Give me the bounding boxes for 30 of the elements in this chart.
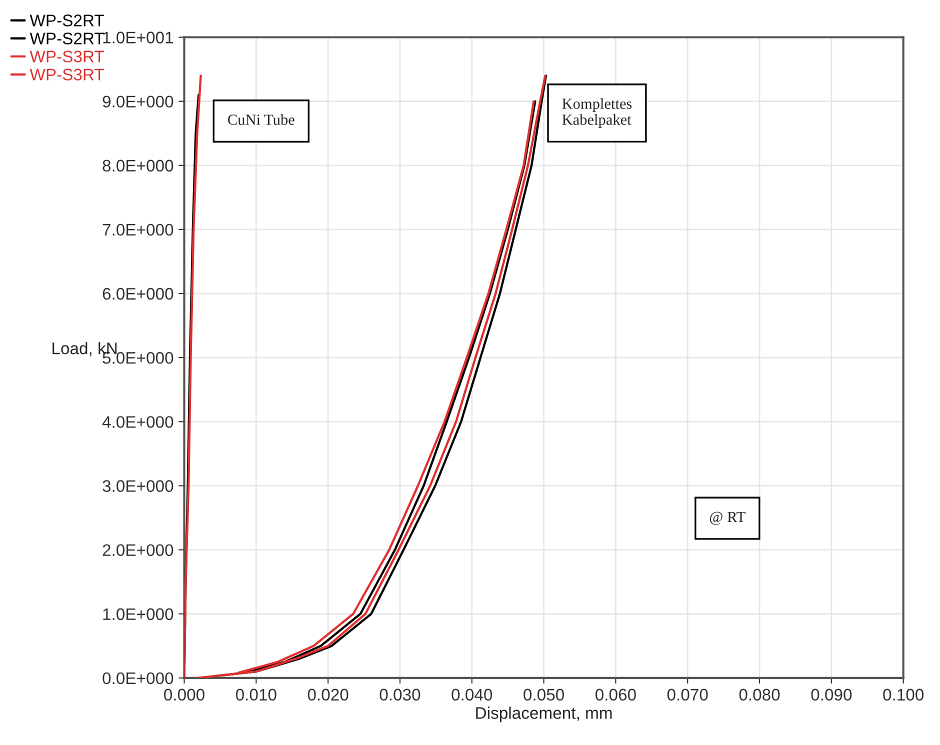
annotation: @ RT bbox=[710, 512, 746, 525]
legend-label: WP-S2RT bbox=[30, 32, 104, 44]
y-tick-label: 1.0E+001 bbox=[103, 32, 174, 44]
y-tick-label: 5.0E+000 bbox=[102, 352, 174, 364]
x-tick-label: 0.020 bbox=[308, 688, 348, 701]
x-tick-label: 0.060 bbox=[596, 688, 636, 701]
y-tick-label: 2.0E+000 bbox=[102, 544, 174, 556]
y-tick-label: 0.0E+000 bbox=[102, 672, 174, 684]
legend-label: WP-S2RT bbox=[30, 14, 104, 26]
legend-label: WP-S3RT bbox=[30, 50, 104, 62]
x-tick-label: 0.040 bbox=[452, 688, 492, 701]
x-tick-label: 0.010 bbox=[236, 688, 276, 701]
y-tick-label: 3.0E+000 bbox=[102, 480, 174, 492]
annotation: CuNi Tube bbox=[228, 114, 294, 125]
x-axis-title: Displacement, mm bbox=[476, 706, 612, 722]
y-tick-label: 8.0E+000 bbox=[102, 160, 174, 172]
y-tick-label: 6.0E+000 bbox=[102, 288, 174, 300]
x-tick-label: 0.030 bbox=[380, 688, 420, 701]
y-tick-label: 4.0E+000 bbox=[102, 416, 174, 428]
x-tick-label: 0.050 bbox=[524, 688, 564, 701]
y-tick-label: 1.0E+000 bbox=[103, 608, 174, 620]
y-tick-label: 7.0E+000 bbox=[102, 224, 174, 236]
x-tick-label: 0.070 bbox=[667, 688, 708, 701]
x-tick-label: 0.100 bbox=[883, 688, 924, 701]
x-tick-label: 0.080 bbox=[739, 688, 780, 701]
y-tick-label: 9.0E+000 bbox=[102, 96, 174, 108]
x-tick-label: 0.090 bbox=[811, 688, 852, 701]
x-tick-label: 0.000 bbox=[164, 688, 204, 701]
annotation: Komplettes Kabelpaket bbox=[562, 98, 632, 128]
legend-label: WP-S3RT bbox=[30, 68, 104, 80]
